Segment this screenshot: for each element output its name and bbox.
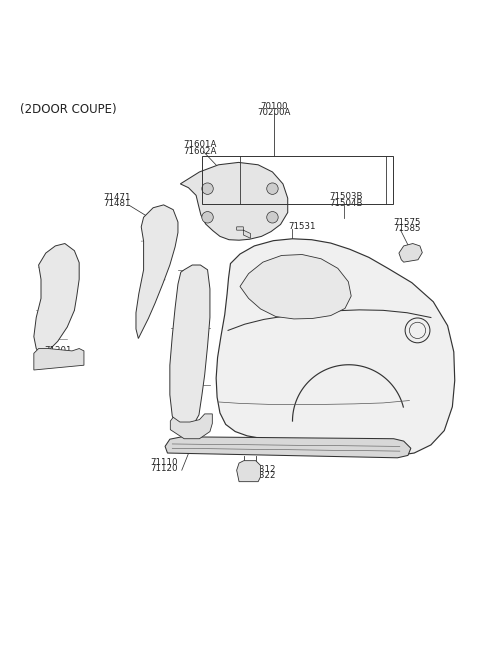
Polygon shape <box>240 255 351 319</box>
Circle shape <box>267 211 278 223</box>
Polygon shape <box>34 348 84 370</box>
Text: 71602A: 71602A <box>184 147 217 155</box>
Text: 70200A: 70200A <box>258 108 291 117</box>
Circle shape <box>202 183 213 194</box>
Text: 70100: 70100 <box>261 102 288 111</box>
Polygon shape <box>170 414 212 439</box>
Bar <box>202 156 393 204</box>
Text: (2DOOR COUPE): (2DOOR COUPE) <box>21 103 117 115</box>
Text: 71575: 71575 <box>394 218 421 227</box>
Text: 71120: 71120 <box>150 464 178 473</box>
Text: 71312: 71312 <box>248 465 276 474</box>
Circle shape <box>267 183 278 194</box>
Text: 71322: 71322 <box>248 471 276 480</box>
Polygon shape <box>399 243 422 262</box>
Circle shape <box>202 211 213 223</box>
Polygon shape <box>237 461 261 482</box>
Polygon shape <box>237 227 251 238</box>
Text: 71110: 71110 <box>150 458 178 467</box>
Polygon shape <box>165 437 411 458</box>
Polygon shape <box>136 205 178 338</box>
Polygon shape <box>180 163 288 240</box>
Text: 71503B: 71503B <box>329 192 363 201</box>
Text: 71471: 71471 <box>103 193 131 202</box>
Text: 71531: 71531 <box>288 222 316 230</box>
Text: 71481: 71481 <box>103 199 131 208</box>
Polygon shape <box>216 239 455 456</box>
Text: 71201: 71201 <box>44 346 72 355</box>
Polygon shape <box>34 243 79 356</box>
Text: 71504B: 71504B <box>329 199 363 208</box>
Text: 71585: 71585 <box>394 224 421 234</box>
Polygon shape <box>170 265 210 430</box>
Text: 71601A: 71601A <box>184 140 217 150</box>
Text: 71202: 71202 <box>44 352 72 361</box>
